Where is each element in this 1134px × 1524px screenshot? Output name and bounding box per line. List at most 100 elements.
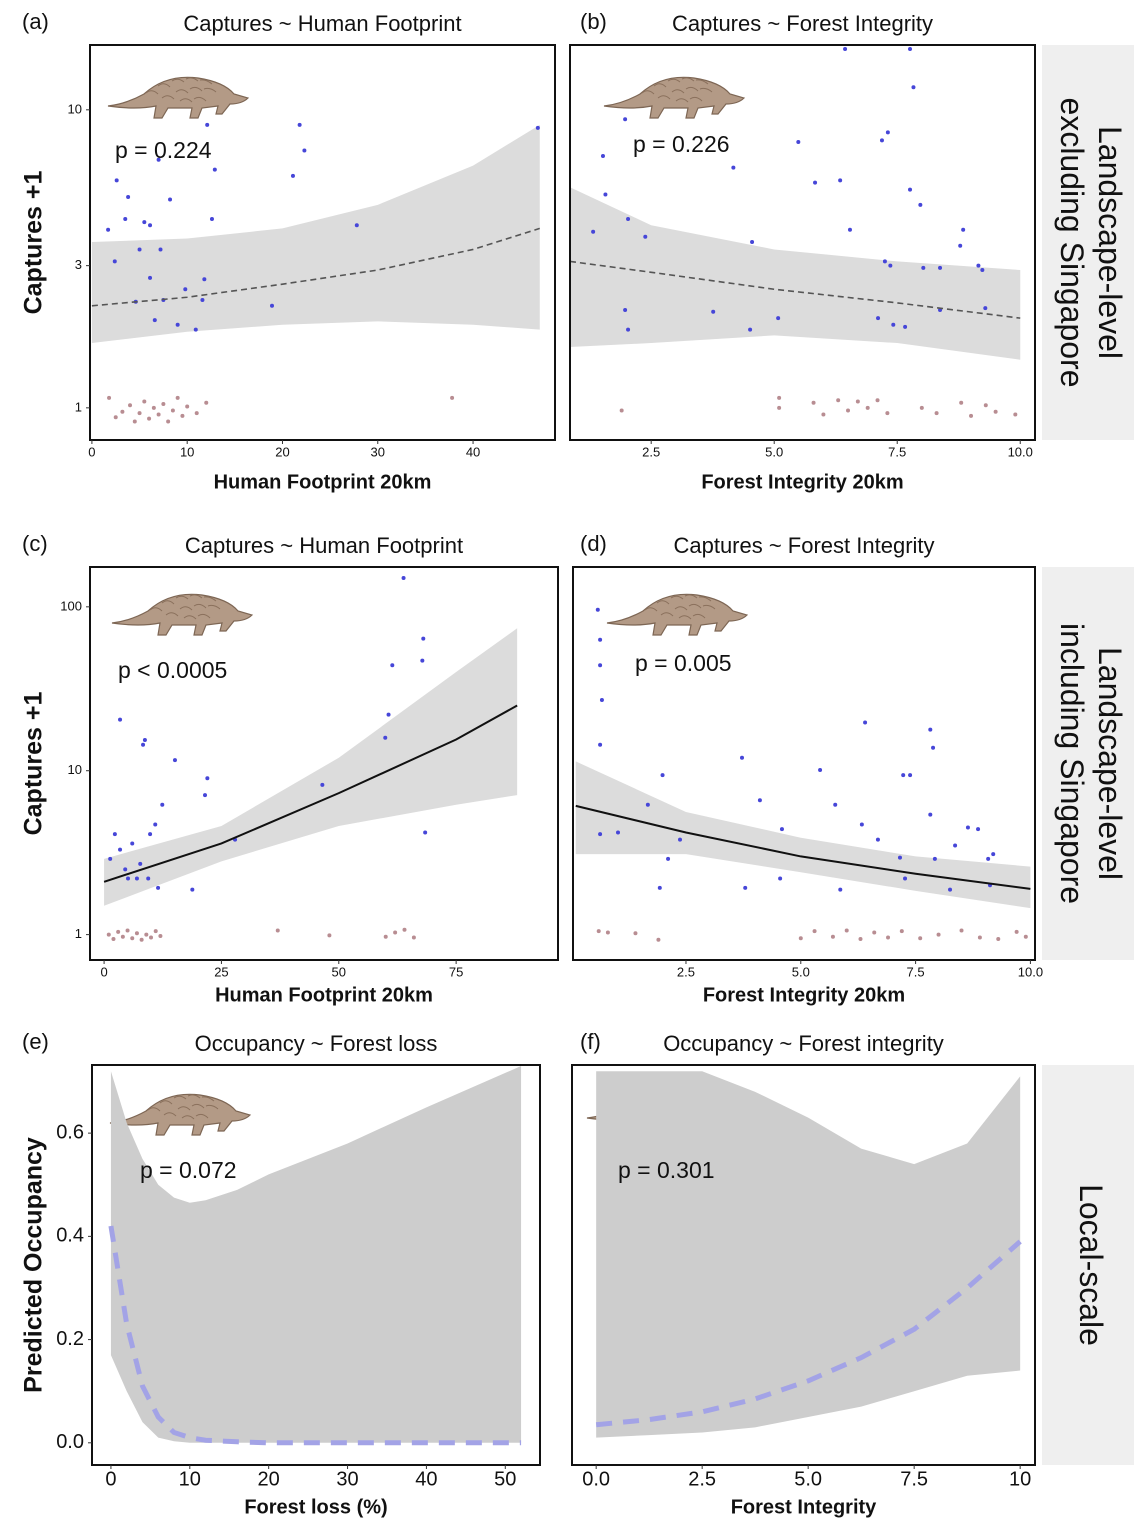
capture-point xyxy=(986,856,991,861)
x-tick-label: 7.5 xyxy=(907,964,925,979)
capture-point xyxy=(153,822,158,827)
confidence-band xyxy=(575,761,1031,909)
y-tick-label: 1 xyxy=(75,926,82,941)
zero-capture-point xyxy=(885,411,890,416)
capture-point xyxy=(616,830,621,835)
x-tick-label: 0 xyxy=(105,1468,116,1490)
zero-capture-point xyxy=(605,930,610,935)
y-tick-label: 0.4 xyxy=(56,1225,84,1247)
capture-point xyxy=(160,802,165,807)
x-tick-label: 25 xyxy=(214,964,228,979)
zero-capture-point xyxy=(147,416,152,421)
capture-point xyxy=(838,887,843,892)
capture-point xyxy=(931,745,936,750)
capture-point xyxy=(106,227,111,232)
capture-point xyxy=(212,167,217,172)
panel-label: (b) xyxy=(580,9,607,34)
confidence-band xyxy=(91,124,540,344)
capture-point xyxy=(903,324,908,329)
zero-capture-point xyxy=(846,408,851,413)
x-axis-label: Human Footprint 20km xyxy=(215,984,433,1006)
capture-point xyxy=(148,223,153,228)
capture-point xyxy=(112,832,117,837)
capture-point xyxy=(921,265,926,270)
capture-point xyxy=(156,885,161,890)
capture-point xyxy=(859,822,864,827)
x-tick-label: 50 xyxy=(332,964,346,979)
capture-point xyxy=(354,223,359,228)
capture-point xyxy=(137,247,142,252)
capture-point xyxy=(980,268,985,273)
y-tick-label: 10 xyxy=(68,762,82,777)
fit-line xyxy=(103,704,518,883)
row-label-line: including Singapore xyxy=(1054,623,1090,904)
pangolin-icon xyxy=(606,593,748,636)
zero-capture-point xyxy=(128,403,133,408)
row-label: Local-scale xyxy=(1073,1184,1109,1346)
zero-capture-point xyxy=(120,934,125,939)
capture-point xyxy=(112,259,117,264)
zero-capture-point xyxy=(130,936,135,941)
capture-point xyxy=(420,658,425,663)
zero-capture-point xyxy=(161,402,166,407)
panel-label: (a) xyxy=(22,9,49,34)
capture-point xyxy=(976,827,981,832)
capture-point xyxy=(748,327,753,332)
zero-capture-point xyxy=(1023,934,1028,939)
capture-point xyxy=(598,637,603,642)
capture-point xyxy=(757,798,762,803)
capture-point xyxy=(626,217,631,222)
capture-point xyxy=(958,243,963,248)
zero-capture-point xyxy=(170,408,175,413)
confidence-band xyxy=(104,628,518,906)
zero-capture-point xyxy=(158,934,163,939)
capture-point xyxy=(778,876,783,881)
y-tick-label: 0.2 xyxy=(56,1328,84,1350)
zero-capture-point xyxy=(275,928,280,933)
zero-capture-point xyxy=(899,929,904,934)
capture-point xyxy=(598,663,603,668)
zero-capture-point xyxy=(886,935,891,940)
x-tick-label: 75 xyxy=(449,964,463,979)
capture-point xyxy=(302,148,307,153)
zero-capture-point xyxy=(969,413,974,418)
capture-point xyxy=(657,885,662,890)
capture-point xyxy=(875,837,880,842)
x-tick-label: 2.5 xyxy=(677,964,695,979)
zero-capture-point xyxy=(865,405,870,410)
capture-point xyxy=(175,322,180,327)
capture-point xyxy=(598,742,603,747)
capture-point xyxy=(928,812,933,817)
plot-frame xyxy=(572,566,1036,961)
capture-point xyxy=(626,327,631,332)
zero-capture-point xyxy=(1014,929,1019,934)
zero-capture-point xyxy=(194,411,199,416)
zero-capture-point xyxy=(918,936,923,941)
capture-point xyxy=(598,832,603,837)
capture-point xyxy=(911,85,916,90)
zero-capture-point xyxy=(934,411,939,416)
capture-point xyxy=(863,720,868,725)
plot-frame xyxy=(569,44,1036,441)
p-value: p = 0.224 xyxy=(115,137,212,163)
capture-point xyxy=(983,306,988,311)
capture-point xyxy=(142,737,147,742)
x-axis-label: Forest Integrity 20km xyxy=(701,471,903,493)
capture-point xyxy=(205,122,210,127)
capture-point xyxy=(386,712,391,717)
zero-capture-point xyxy=(872,930,877,935)
zero-capture-point xyxy=(977,935,982,940)
zero-capture-point xyxy=(959,400,964,405)
capture-point xyxy=(599,698,604,703)
capture-point xyxy=(991,852,996,857)
pangolin-icon xyxy=(109,1093,251,1136)
plot-area xyxy=(103,575,518,942)
zero-capture-point xyxy=(153,929,158,934)
zero-capture-point xyxy=(111,937,116,942)
zero-capture-point xyxy=(836,398,841,403)
zero-capture-point xyxy=(875,398,880,403)
capture-point xyxy=(918,202,923,207)
pangolin-icon xyxy=(107,76,249,119)
capture-point xyxy=(130,841,135,846)
y-axis-label: Captures +1 xyxy=(20,691,48,835)
